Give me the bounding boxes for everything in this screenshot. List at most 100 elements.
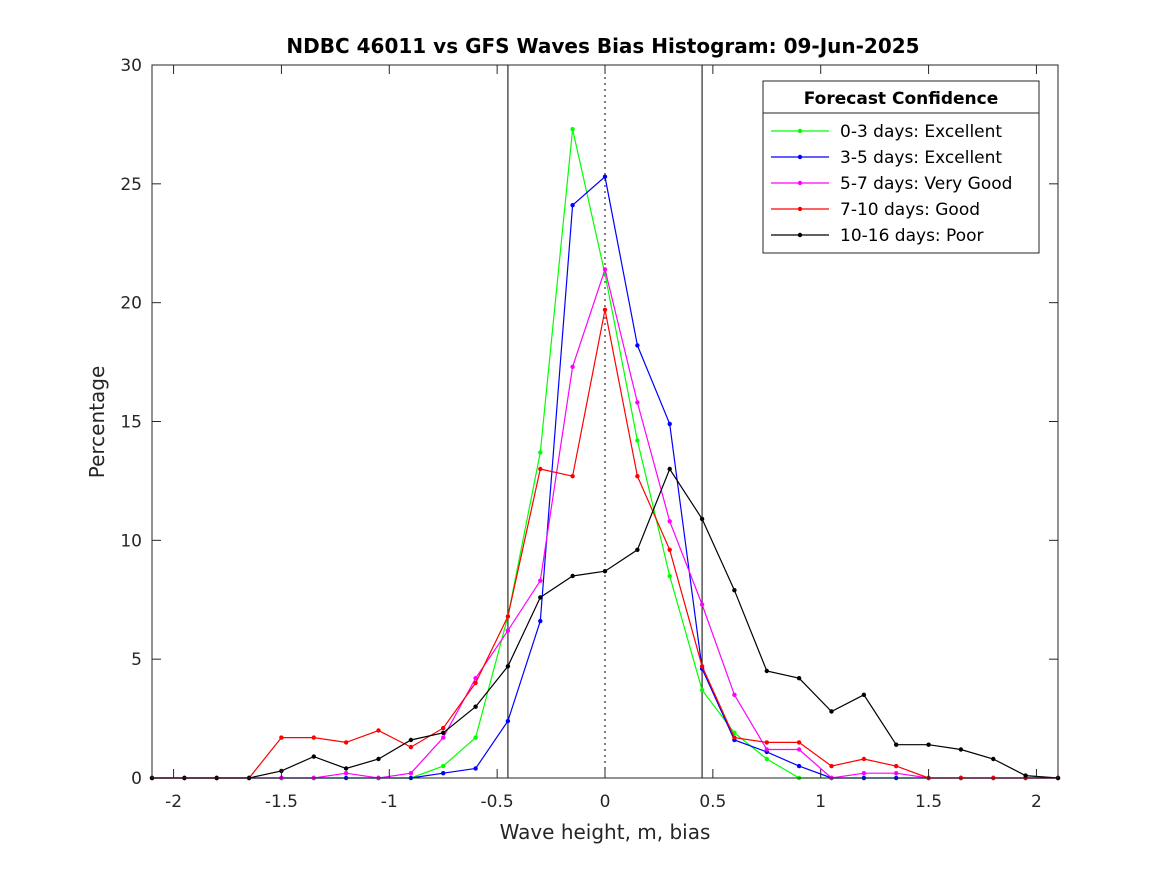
data-point [764,747,769,752]
data-point [441,763,446,769]
data-point [602,174,608,179]
legend-items: 0-3 days: Excellent 3-5 days: Excellent 5-… [771,122,1012,246]
data-point [538,450,543,455]
x-tick-label: -1 [381,792,398,812]
data-point [279,735,284,740]
data-point [667,547,672,552]
data-point [732,692,737,697]
legend-entry-1: 0-3 days: Excellent [771,122,1002,142]
data-point [861,692,867,697]
data-point [667,466,672,472]
data-point [635,400,640,405]
data-point [505,614,511,619]
data-point [570,573,575,579]
y-tick-label: 0 [131,769,142,789]
legend: Forecast Confidence 0-3 days: Excellent 3… [762,80,1040,254]
data-point [764,740,769,745]
data-point [667,421,672,427]
data-point [861,771,867,776]
y-tick-label: 25 [120,175,142,195]
data-point [732,588,737,593]
data-point [829,763,834,769]
data-point [538,618,543,624]
data-point [602,569,608,574]
x-tick-label: 1.5 [915,792,942,812]
legend-label: 7-10 days: Good [840,200,980,220]
data-point [667,573,672,579]
y-axis-label: Percentage [85,366,109,479]
data-point [667,519,672,524]
data-point [699,602,705,607]
data-point [408,771,414,776]
data-point [505,718,511,724]
data-point [343,740,349,745]
chart-title: NDBC 46011 vs GFS Waves Bias Histogram: … [286,34,919,58]
data-point [602,307,608,312]
legend-title: Forecast Confidence [804,89,999,109]
y-tick-label: 30 [120,56,142,76]
data-point [635,438,640,443]
legend-box [762,80,1040,254]
data-point [894,763,899,769]
x-tick-label: -0.5 [481,792,514,812]
data-point [958,747,964,752]
series-5 [149,466,1061,781]
data-point [991,756,996,762]
y-tick-label: 5 [131,650,142,670]
legend-label: 3-5 days: Excellent [840,148,1002,168]
y-axis-ticks: 0 5 10 15 20 25 30 [120,56,1058,789]
data-point [505,664,511,669]
data-point [441,771,446,776]
data-point [473,735,478,740]
data-point [635,547,640,552]
data-point [764,756,769,762]
data-point [796,740,802,745]
legend-swatch-marker [797,154,803,160]
legend-label: 0-3 days: Excellent [840,122,1002,142]
data-point [602,267,608,272]
x-tick-label: 0.5 [699,792,726,812]
x-tick-label: 1 [815,792,826,812]
data-point [538,595,543,600]
data-point [926,742,931,747]
legend-entry-5: 10-16 days: Poor [771,226,984,246]
legend-entry-4: 7-10 days: Good [771,200,980,220]
data-point [473,680,478,686]
x-axis-label: Wave height, m, bias [500,820,711,844]
data-point [635,474,640,479]
data-point [408,744,414,750]
y-tick-label: 10 [120,531,142,551]
data-point [635,343,640,348]
data-point [473,704,478,709]
legend-swatch-marker [797,180,803,186]
data-point [376,728,381,733]
data-point [311,754,316,759]
data-point [311,735,316,740]
data-point [1023,773,1028,778]
data-point [699,687,705,693]
data-point [699,516,705,522]
data-point [408,737,414,743]
data-point [538,578,543,583]
data-point [796,763,802,769]
data-point [441,730,446,735]
x-axis-ticks: -2 -1.5 -1 -0.5 0 0.5 1 1.5 2 [165,65,1042,812]
x-tick-label: -1.5 [265,792,298,812]
series-4 [149,307,1061,781]
legend-swatch-marker [797,232,803,238]
data-point [570,127,575,132]
data-point [343,766,349,771]
data-point [570,364,575,369]
x-tick-label: 0 [600,792,611,812]
x-tick-label: 2 [1031,792,1042,812]
data-point [732,735,737,740]
legend-entry-3: 5-7 days: Very Good [771,174,1012,194]
y-tick-label: 15 [120,413,142,433]
x-tick-label: -2 [165,792,182,812]
data-point [473,766,478,771]
data-point [538,466,543,472]
data-point [796,747,802,752]
data-point [570,474,575,479]
legend-label: 10-16 days: Poor [840,226,984,246]
